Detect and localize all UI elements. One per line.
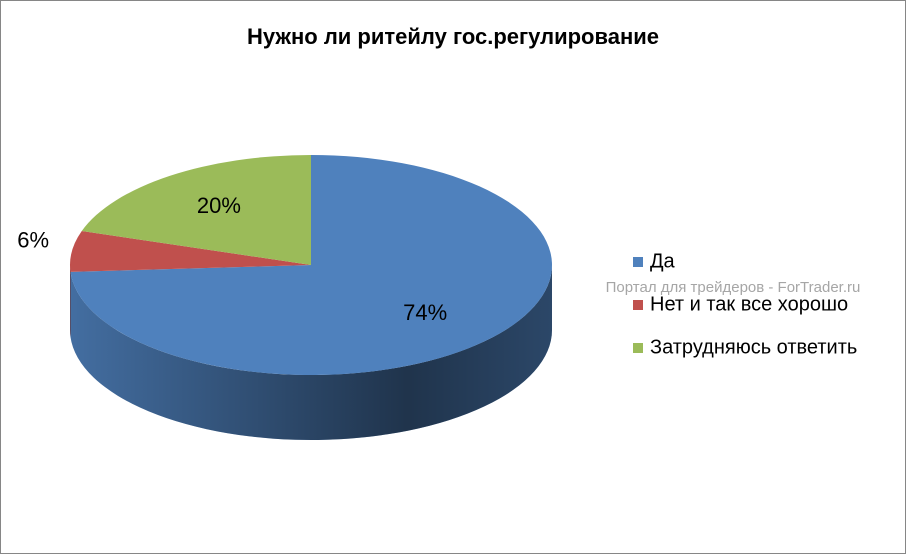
watermark: Портал для трейдеров - ForTrader.ru <box>606 279 861 296</box>
legend-label: Затрудняюсь ответить <box>650 336 857 358</box>
chart-title: Нужно ли ритейлу гос.регулирование <box>247 24 659 49</box>
legend-swatch <box>633 300 643 310</box>
data-label: 20% <box>197 193 241 218</box>
slice <box>70 155 552 376</box>
slice <box>70 231 311 272</box>
slice <box>81 155 311 265</box>
legend-swatch <box>633 343 643 353</box>
slice-side-shade <box>70 265 552 441</box>
legend-label: Нет и так все хорошо <box>650 293 848 315</box>
legend-label: Да <box>650 250 676 272</box>
data-label: 6% <box>17 227 49 252</box>
legend-swatch <box>633 257 643 267</box>
data-label: 74% <box>403 300 447 325</box>
